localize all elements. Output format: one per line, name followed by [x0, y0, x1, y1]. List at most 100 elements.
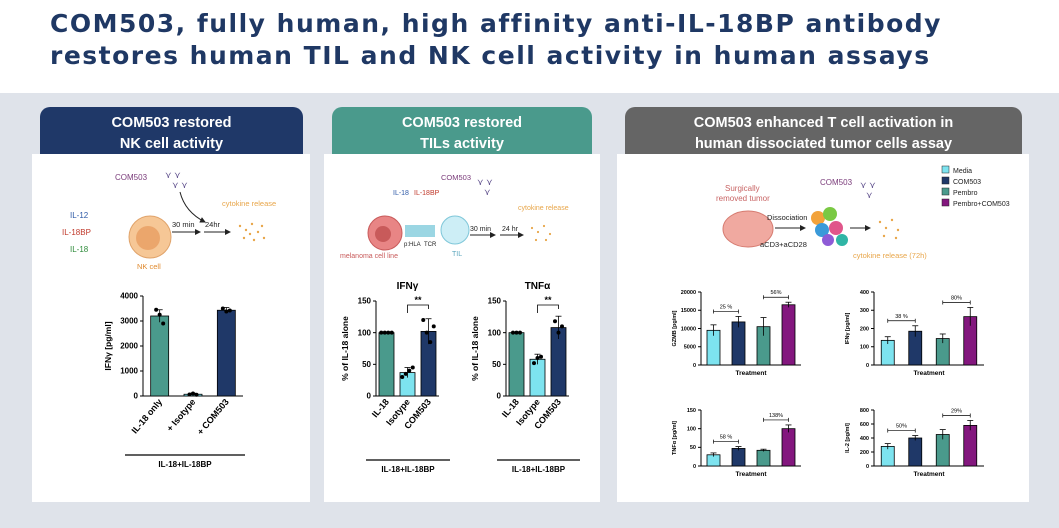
legend-label: Pembro	[953, 190, 978, 197]
legend-swatch	[941, 165, 950, 174]
data-point	[410, 365, 415, 370]
data-point	[191, 391, 195, 396]
annotation-label: 80%	[951, 296, 962, 302]
y-tick-label: 0	[367, 392, 372, 401]
data-point	[382, 330, 387, 335]
data-point	[428, 340, 433, 345]
nk-input-3: IL-18	[70, 245, 89, 254]
panel-heading-nk: COM503 restored NK cell activity	[40, 107, 303, 154]
dtc-stim-label: aCD3+aCD28	[760, 240, 807, 249]
y-tick-label: 0	[693, 464, 696, 470]
panel-heading-til: COM503 restored TILs activity	[332, 107, 592, 154]
y-tick-label: 0	[134, 392, 139, 401]
bar	[731, 321, 746, 366]
annotation-label: 29%	[951, 409, 962, 415]
bar	[781, 428, 796, 467]
til-input-1: IL-18	[393, 190, 409, 197]
y-axis-label: TNFα [pg/ml]	[672, 421, 678, 455]
y-axis-label: IFNγ [pg/ml]	[103, 321, 113, 370]
bar	[508, 332, 525, 397]
significance-bracket	[407, 304, 429, 313]
y-tick-label: 200	[860, 326, 869, 332]
data-point	[220, 306, 225, 311]
significance-bracket	[537, 304, 559, 313]
annotation-label: 56%	[770, 290, 781, 296]
nk-time-2: 24hr	[205, 220, 221, 229]
svg-text:⋎: ⋎	[484, 187, 491, 197]
x-tick-label: + COM503	[195, 397, 231, 437]
significance-label: **	[544, 295, 552, 305]
panel-nk	[32, 154, 310, 502]
til-cell-left-label: melanoma cell line	[340, 253, 398, 260]
y-tick-label: 3000	[120, 317, 138, 326]
y-axis-label: IL-2 [pg/ml]	[845, 423, 851, 453]
tumor-icon	[722, 210, 774, 248]
legend-swatch	[941, 187, 950, 196]
y-tick-label: 0	[693, 363, 696, 369]
data-point	[511, 330, 515, 335]
svg-text:⋎ ⋎: ⋎ ⋎	[172, 180, 188, 190]
y-tick-label: 10000	[681, 326, 696, 332]
data-point	[556, 330, 561, 335]
data-point	[154, 307, 159, 312]
y-axis-label: GZMB [pg/ml]	[672, 310, 678, 346]
y-tick-label: 600	[860, 422, 869, 428]
bar	[880, 445, 895, 467]
nk-input-2: IL-18BP	[62, 228, 91, 237]
bar	[529, 358, 546, 397]
dtc-drug-label: COM503	[820, 178, 853, 187]
cytokine-dots-icon	[530, 224, 552, 242]
y-tick-label: 800	[860, 408, 869, 414]
y-tick-label: 4000	[120, 292, 138, 301]
x-axis-label: Treatment	[735, 471, 767, 478]
significance-label: **	[414, 295, 422, 305]
legend-label: Media	[953, 168, 972, 175]
til-schematic: COM503 ⋎ ⋎⋎ IL-18 IL-18BP melanoma cell …	[340, 173, 569, 260]
x-axis-label: Treatment	[735, 370, 767, 377]
chart-6: 0 200 400 600 800 IL-2 [pg/ml] Treatment 50% 29%	[845, 408, 984, 478]
y-axis-label: % of IL-18 alone	[470, 316, 480, 381]
cytokine-dots-icon	[878, 218, 900, 240]
annotation-label: 58 %	[720, 435, 733, 441]
data-point	[224, 309, 229, 314]
nk-cell-label: NK cell	[137, 262, 161, 271]
chart-4: 0 100 200 300 400 IFNγ [pg/ml] Treatment 38 % 80…	[845, 290, 984, 377]
data-point	[560, 324, 564, 329]
data-point	[553, 319, 557, 324]
data-point	[421, 318, 426, 322]
group-label: IL-18+IL-18BP	[158, 460, 212, 469]
til-output-label: cytokine release	[518, 205, 569, 212]
legend-swatch	[941, 198, 950, 207]
data-point	[379, 330, 384, 335]
til-time-2: 24 hr	[502, 226, 519, 233]
bar	[216, 309, 236, 397]
svg-text:⋎ ⋎: ⋎ ⋎	[165, 170, 181, 180]
legend-label: COM503	[953, 179, 981, 186]
dissociated-cells-icon	[811, 207, 848, 246]
dtc-output-label: cytokine release (72h)	[853, 251, 927, 260]
til-time-1: 30 min	[470, 226, 491, 233]
page-title: COM503, fully human, high affinity anti-…	[50, 9, 942, 70]
bar	[756, 449, 771, 467]
bar	[880, 339, 895, 366]
data-point	[400, 375, 405, 379]
y-tick-label: 200	[860, 450, 869, 456]
data-point	[431, 324, 436, 329]
y-tick-label: 150	[687, 408, 696, 414]
y-tick-label: 50	[362, 360, 371, 369]
data-point	[514, 330, 519, 335]
nk-input-1: IL-12	[70, 211, 89, 220]
y-tick-label: 400	[860, 436, 869, 442]
annotation-label: 138%	[769, 413, 783, 419]
legend-label: Pembro+COM503	[953, 201, 1010, 208]
data-point	[539, 354, 543, 359]
y-tick-label: 2000	[120, 342, 138, 351]
bar	[781, 304, 796, 366]
group-label: IL-18+IL-18BP	[381, 465, 435, 474]
antibody-icon: ⋎ ⋎⋎ ⋎	[165, 170, 188, 190]
x-axis-label: Treatment	[913, 370, 945, 377]
annotation-label: 25 %	[720, 304, 733, 310]
bar	[150, 315, 170, 397]
